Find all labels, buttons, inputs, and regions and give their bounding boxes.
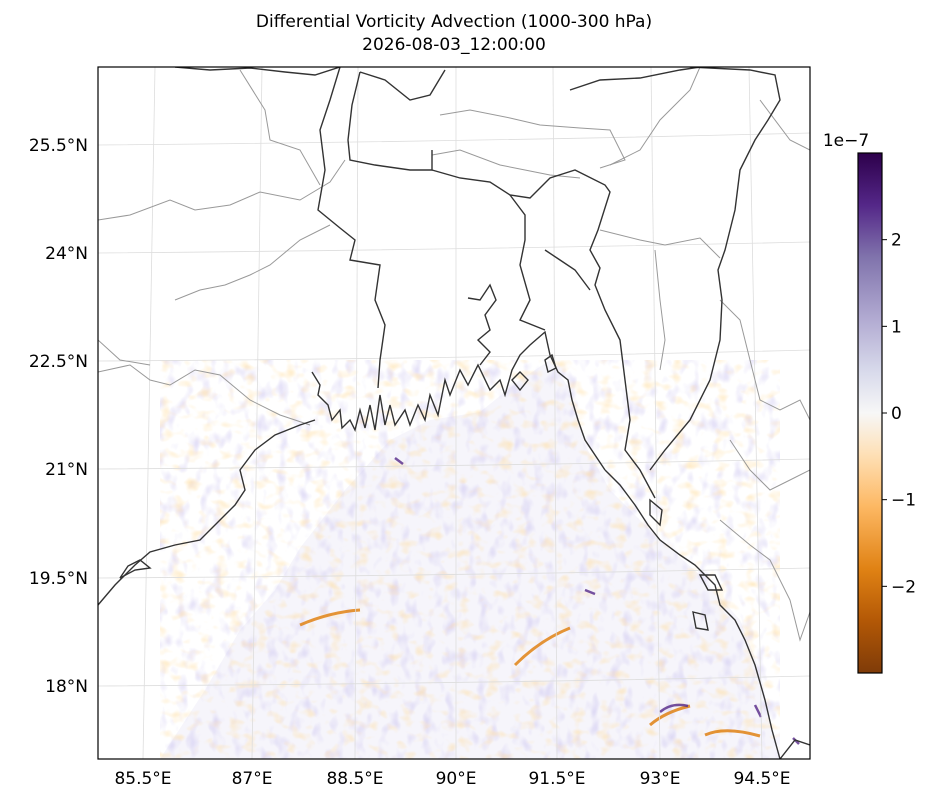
lat-tick-label: 24°N <box>45 244 88 264</box>
lat-tick-label: 19.5°N <box>29 569 88 589</box>
colorbar-tick-label: 0 <box>891 404 902 424</box>
colorbar: 1e−7 2 1 0 −1 −2 <box>823 131 916 674</box>
state-borders <box>98 67 810 642</box>
lon-tick-label: 87°E <box>232 769 273 789</box>
colorbar-tick-label: 2 <box>891 231 902 251</box>
lat-tick-label: 18°N <box>45 677 88 697</box>
colorbar-tick-label: 1 <box>891 317 902 337</box>
colorbar-tick-label: −1 <box>891 491 916 511</box>
lat-tick-label: 25.5°N <box>29 136 88 156</box>
lon-tick-label: 85.5°E <box>114 769 171 789</box>
lon-tick-label: 90°E <box>436 769 477 789</box>
lon-tick-label: 88.5°E <box>326 769 383 789</box>
map-gridlines <box>98 67 810 759</box>
coastlines-and-country-borders <box>98 67 810 759</box>
map-title: Differential Vorticity Advection (1000-3… <box>255 12 653 32</box>
colorbar-gradient <box>857 152 883 674</box>
lat-tick-label: 22.5°N <box>29 352 88 372</box>
vorticity-advection-field <box>160 360 800 759</box>
lat-tick-label: 21°N <box>45 460 88 480</box>
lon-tick-label: 93°E <box>640 769 681 789</box>
lon-tick-label: 94.5°E <box>733 769 790 789</box>
colorbar-tick-label: −2 <box>891 577 916 597</box>
lon-tick-label: 91.5°E <box>528 769 585 789</box>
colorbar-ticks: 2 1 0 −1 −2 <box>882 231 916 597</box>
longitude-tick-labels: 85.5°E 87°E 88.5°E 90°E 91.5°E 93°E 94.5… <box>114 769 790 789</box>
colorbar-exponent-label: 1e−7 <box>823 131 869 151</box>
map-frame <box>97 66 811 760</box>
map-subtitle-timestamp: 2026-08-03_12:00:00 <box>362 35 546 55</box>
latitude-tick-labels: 25.5°N 24°N 22.5°N 21°N 19.5°N 18°N <box>29 136 88 697</box>
